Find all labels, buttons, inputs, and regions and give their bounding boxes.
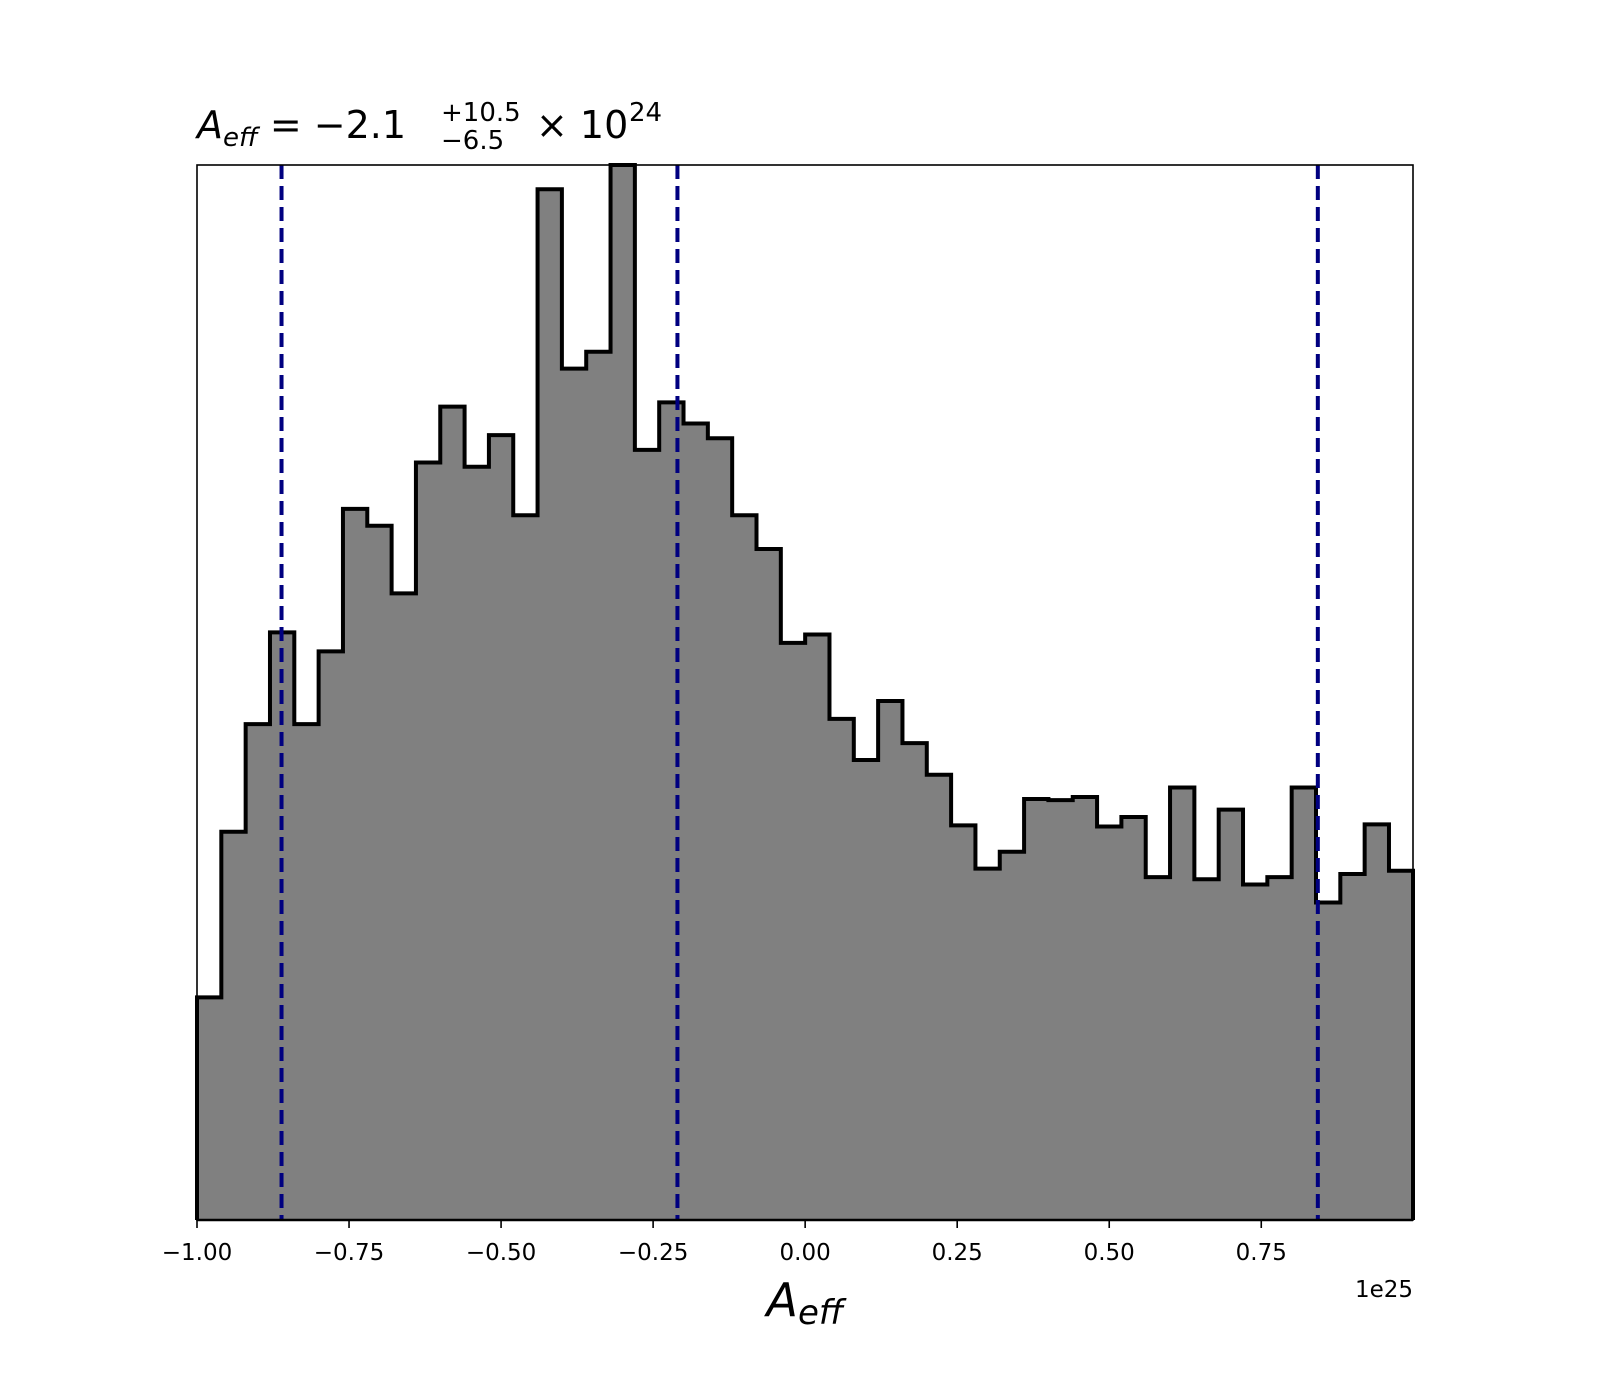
histogram-bar [367, 525, 393, 1220]
histogram-bar [464, 466, 490, 1221]
histogram-bar [1243, 884, 1268, 1220]
histogram-bar [1024, 799, 1050, 1220]
histogram-bar [440, 406, 466, 1221]
x-tick-label: 0.00 [780, 1240, 831, 1266]
histogram-bar [878, 700, 904, 1220]
title-times: × 10 [536, 103, 628, 147]
title-equals: = −2.1 [258, 103, 406, 147]
histogram-bar [829, 718, 855, 1220]
histogram-bar [805, 634, 831, 1220]
histogram-bar [197, 997, 222, 1220]
histogram-bar [1145, 877, 1171, 1220]
x-axis-ticks: −1.00 −0.75 −0.50 −0.25 0.00 0.25 0.50 0.75 [162, 1220, 1287, 1266]
x-tick-label: −0.50 [466, 1240, 536, 1266]
histogram-bar [1267, 877, 1293, 1220]
histogram-bar [634, 449, 660, 1221]
histogram-bar [926, 774, 952, 1220]
title-lower-error: −6.5 [441, 126, 504, 156]
histogram-bar [1194, 879, 1220, 1220]
x-tick-label: 0.50 [1084, 1240, 1135, 1266]
histogram-bar [1218, 809, 1244, 1220]
x-tick-label: −0.75 [314, 1240, 384, 1266]
histogram-bars [197, 165, 1414, 1221]
x-tick-label: 0.25 [932, 1240, 983, 1266]
histogram-bar [586, 351, 612, 1220]
histogram-bar [1072, 796, 1098, 1220]
xlabel-subscript: eff [798, 1293, 847, 1333]
histogram-bar [1364, 824, 1390, 1220]
xlabel-symbol: A [764, 1273, 798, 1327]
x-tick-label: −1.00 [162, 1240, 232, 1266]
histogram-bar [1315, 902, 1341, 1220]
histogram-bar [561, 368, 587, 1220]
x-axis-label: Aeff [764, 1273, 847, 1333]
title-symbol: A [194, 103, 223, 147]
histogram-bar [221, 831, 247, 1220]
histogram-bar [999, 851, 1025, 1220]
histogram-bar [513, 515, 539, 1220]
x-tick-label: 0.75 [1236, 1240, 1287, 1266]
histogram-bar [756, 549, 782, 1220]
histogram-bar [1097, 826, 1122, 1220]
title-upper-error: +10.5 [441, 98, 521, 128]
histogram-bar [1048, 800, 1074, 1220]
histogram-bar [683, 423, 709, 1221]
histogram-bar [1340, 873, 1366, 1220]
histogram-bar [707, 438, 733, 1220]
histogram-bar [537, 189, 563, 1220]
histogram-bar [610, 165, 636, 1220]
histogram-bar [488, 435, 514, 1221]
histogram-bar [659, 402, 685, 1220]
x-tick-label: −0.25 [618, 1240, 688, 1266]
credible-interval-lines [279, 165, 1320, 1220]
chart-title: Aeff = −2.1 [194, 103, 406, 153]
histogram-bar [853, 760, 879, 1220]
histogram-bar [951, 825, 977, 1220]
histogram-bar [294, 724, 320, 1220]
histogram-bar [318, 651, 344, 1220]
histogram-bar [1388, 870, 1414, 1220]
histogram-bar [415, 462, 441, 1220]
histogram-bar [1170, 787, 1195, 1220]
histogram-bar [1121, 816, 1147, 1220]
histogram-bar [391, 593, 417, 1220]
histogram-bar [780, 642, 806, 1220]
title-exponent: 24 [629, 98, 662, 128]
histogram-outline [195, 163, 1415, 1220]
histogram-bar [245, 724, 271, 1220]
histogram-bar [342, 508, 368, 1220]
x-offset-label: 1e25 [1355, 1277, 1413, 1303]
title-symbol-subscript: eff [223, 123, 261, 153]
histogram-bar [732, 515, 758, 1220]
histogram-bar [902, 743, 928, 1220]
histogram-bar [1291, 787, 1317, 1220]
histogram-bar [975, 868, 1001, 1220]
